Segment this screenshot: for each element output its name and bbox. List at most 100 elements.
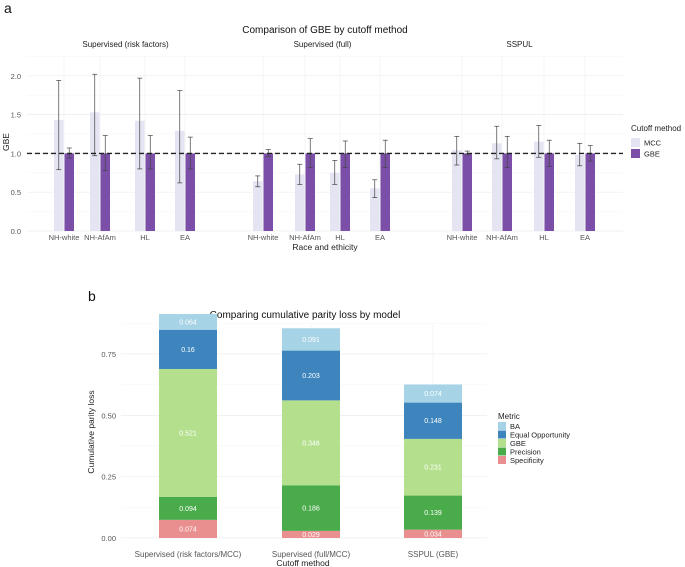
chart-b-data-label: 0.064	[179, 319, 197, 326]
chart-a-bar-gbe-ea	[380, 153, 390, 231]
chart-a-xlabel: Race and ethicity	[292, 242, 358, 252]
chart-a-ylabel: GBE	[1, 133, 11, 151]
chart-b-data-label: 0.094	[179, 506, 197, 513]
chart-a-bar-gbe-nh-white	[263, 153, 273, 231]
chart-a-facet-title: SSPUL	[506, 40, 533, 49]
chart-a-xtick-label: HL	[140, 233, 150, 242]
chart-b-data-label: 0.139	[424, 510, 442, 517]
chart-b-data-label: 0.231	[424, 465, 442, 472]
chart-a-bar-mcc-hl	[330, 172, 340, 231]
chart-b-data-label: 0.16	[181, 347, 195, 354]
chart-b-segment-equal-opportunity-1	[159, 329, 217, 369]
chart-b-segment-specificity-2	[282, 530, 340, 538]
chart-a-xtick-label: NH-white	[248, 233, 279, 242]
chart-a-bar-gbe-nh-afam	[100, 153, 110, 231]
chart-a-xtick-label: NH-white	[447, 233, 478, 242]
chart-b-data-label: 0.346	[302, 440, 320, 447]
chart-b-legend-label: Precision	[510, 448, 541, 457]
chart-a-bar-mcc-ea	[370, 188, 380, 231]
chart-b-legend-label: Equal Opportunity	[510, 431, 570, 440]
chart-b-xlabel: Cutoff method	[276, 558, 330, 567]
chart-a-bar-mcc-hl	[534, 141, 544, 231]
chart-b-segment-equal-opportunity-2	[282, 350, 340, 401]
chart-a-xtick-label: EA	[375, 233, 385, 242]
chart-b-data-label: 0.034	[424, 531, 442, 538]
chart-b-ytick-label: 0.25	[101, 473, 116, 482]
chart-a-bar-mcc-nh-afam	[492, 143, 502, 231]
chart-a-bar-mcc-hl	[135, 120, 145, 231]
chart-a-facet-title: Supervised (risk factors)	[82, 40, 169, 49]
chart-a-bar-mcc-nh-white	[253, 181, 263, 231]
chart-a-bar-gbe-hl	[544, 153, 554, 231]
chart-a-bar-mcc-nh-white	[54, 120, 64, 231]
chart-b-xtick-label: Supervised (full/MCC)	[272, 550, 351, 559]
chart-b-legend-swatch-gbe	[498, 439, 506, 447]
chart-b-ytick-label: 0.75	[101, 350, 116, 359]
chart-a-bar-mcc-nh-afam	[295, 174, 305, 231]
chart-b-segment-gbe-2	[282, 400, 340, 486]
chart-a-bar-gbe-ea	[185, 153, 195, 231]
chart-b-legend-swatch-specificity	[498, 456, 506, 464]
chart-a-ytick-label: 0.0	[11, 227, 21, 236]
chart-a-ytick-label: 2.0	[11, 72, 21, 81]
chart-a-ytick-label: 0.5	[11, 188, 21, 197]
chart-b-data-label: 0.074	[424, 391, 442, 398]
chart-a-xtick-label: EA	[180, 233, 190, 242]
chart-b-data-label: 0.029	[302, 532, 320, 539]
chart-b-ytick-label: 0.00	[101, 534, 116, 543]
chart-a: Comparison of GBE by cutoff method 0.0 0.5…	[1, 25, 681, 252]
chart-b-segment-gbe-3	[404, 438, 462, 496]
chart-a-bar-gbe-hl	[145, 153, 155, 231]
chart-a-legend-label: GBE	[644, 150, 660, 159]
chart-a-xtick-label: NH-AfAm	[486, 233, 518, 242]
chart-a-bar-gbe-hl	[340, 153, 350, 231]
chart-b-legend-swatch-equal-opportunity	[498, 430, 506, 439]
chart-a-legend-swatch-gbe	[631, 149, 640, 158]
chart-b-segment-precision-1	[159, 496, 217, 520]
chart-b-segment-ba-1	[159, 314, 217, 330]
chart-a-xtick-label: EA	[580, 233, 590, 242]
chart-b-ylabel: Cumulative parity loss	[86, 390, 96, 473]
chart-b-legend-label: BA	[510, 422, 520, 431]
chart-b-data-label: 0.203	[302, 373, 320, 380]
panel-b-label: b	[88, 288, 96, 304]
chart-b-segment-gbe-1	[159, 368, 217, 497]
chart-b-data-label: 0.091	[302, 337, 320, 344]
chart-b-segment-specificity-1	[159, 519, 217, 538]
chart-b-segment-ba-3	[404, 384, 462, 403]
chart-b-ytick-label: 0.50	[101, 411, 116, 420]
chart-a-facet-title: Supervised (full)	[294, 40, 352, 49]
chart-a-bar-gbe-ea	[585, 153, 595, 231]
chart-b-segment-precision-3	[404, 495, 462, 530]
chart-a-bar-gbe-nh-white	[64, 153, 74, 231]
chart-a-bar-gbe-nh-afam	[305, 153, 315, 231]
chart-b-segment-equal-opportunity-3	[404, 402, 462, 439]
chart-b-legend-title: Metric	[498, 412, 520, 421]
chart-b-title: Comparing cumulative parity loss by mode…	[210, 310, 401, 321]
chart-b-legend-swatch-ba	[498, 422, 506, 430]
chart-a-legend-label: MCC	[644, 139, 662, 148]
chart-b-legend-label: Specificity	[510, 456, 544, 465]
chart-a-title: Comparison of GBE by cutoff method	[242, 25, 407, 36]
chart-b-legend-label: GBE	[510, 439, 526, 448]
chart-a-xtick-label: NH-white	[49, 233, 80, 242]
chart-b-data-label: 0.148	[424, 418, 442, 425]
chart-b-segment-precision-2	[282, 485, 340, 531]
chart-a-xtick-label: HL	[539, 233, 549, 242]
chart-a-ytick-label: 1.5	[11, 111, 21, 120]
panel-a-label: a	[4, 0, 12, 16]
chart-a-legend-swatch-mcc	[631, 138, 640, 147]
chart-a-bar-mcc-nh-white	[452, 150, 462, 231]
chart-b-xtick-label: SSPUL (GBE)	[408, 550, 459, 559]
chart-b: Comparing cumulative parity loss by mode…	[86, 310, 570, 567]
chart-a-bar-mcc-nh-afam	[90, 112, 100, 231]
chart-b-xtick-label: Supervised (risk factors/MCC)	[135, 550, 242, 559]
chart-a-xtick-label: NH-AfAm	[289, 233, 321, 242]
chart-a-bar-gbe-nh-white	[462, 153, 472, 231]
chart-a-bar-gbe-nh-afam	[502, 153, 512, 231]
chart-a-xtick-label: NH-AfAm	[84, 233, 116, 242]
chart-a-ytick-label: 1.0	[11, 149, 21, 158]
chart-b-data-label: 0.186	[302, 506, 320, 513]
chart-a-bar-mcc-ea	[575, 154, 585, 231]
